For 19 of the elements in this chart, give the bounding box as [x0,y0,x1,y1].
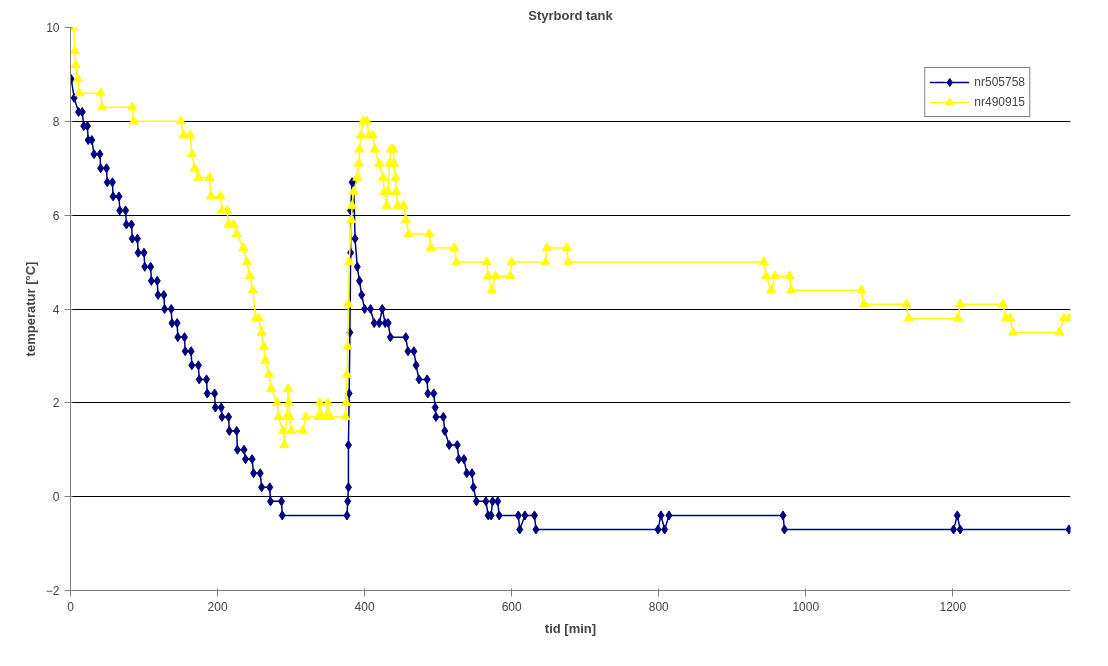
x-tick-label: 1000 [792,599,820,614]
legend-label: nr505758 [974,75,1025,89]
x-tick-label: 400 [354,599,375,614]
x-tick-label: 800 [648,599,670,614]
y-tick-label: 4 [52,302,60,317]
y-tick-label: 8 [52,114,60,129]
y-tick-label: 0 [52,490,60,505]
x-tick-label: 0 [67,599,75,614]
chart-title: Styrbord tank [528,7,614,23]
legend-label: nr490915 [974,95,1025,109]
x-tick-label: 600 [501,599,523,614]
y-tick-label: −2 [45,584,60,598]
y-tick-label: 2 [52,396,60,411]
x-tick-label: 200 [207,599,228,614]
x-axis-title: tid [min] [544,620,597,636]
y-tick-label: 6 [52,208,60,223]
x-tick-label: 1200 [939,599,967,614]
y-axis-title: temperatur [°C] [22,261,38,357]
y-tick-label: 10 [46,21,60,35]
